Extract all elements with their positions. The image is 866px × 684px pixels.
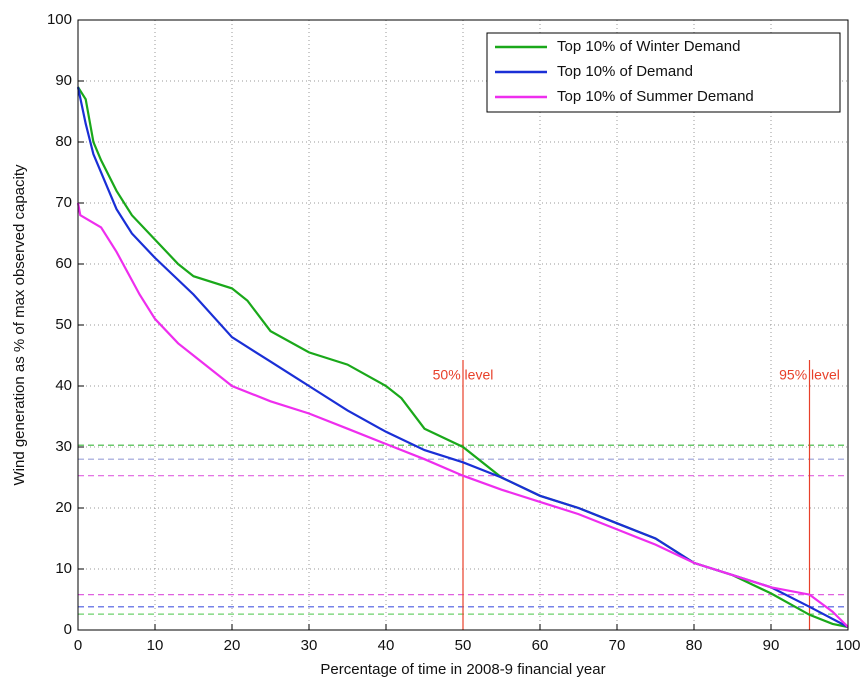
x-tick-label: 70 [609, 637, 626, 654]
x-tick-label: 0 [74, 637, 82, 654]
y-tick-label: 80 [55, 133, 72, 150]
annotation-label: 50% level [433, 367, 494, 383]
y-tick-label: 50 [55, 316, 72, 333]
legend-label: Top 10% of Summer Demand [557, 88, 754, 105]
y-tick-label: 30 [55, 438, 72, 455]
x-tick-label: 50 [455, 637, 472, 654]
plot-frame [77, 19, 849, 631]
y-tick-label: 0 [64, 621, 72, 638]
series-line [76, 202, 849, 628]
y-tick-label: 100 [47, 11, 72, 28]
legend-label: Top 10% of Demand [557, 63, 693, 80]
x-tick-label: 60 [532, 637, 549, 654]
annotation-label: 95% level [779, 367, 840, 383]
y-tick-label: 90 [55, 72, 72, 89]
x-tick-label: 80 [686, 637, 703, 654]
x-tick-label: 40 [378, 637, 395, 654]
y-tick-label: 40 [55, 377, 72, 394]
y-tick-label: 20 [55, 499, 72, 516]
legend-label: Top 10% of Winter Demand [557, 38, 740, 55]
x-axis-label: Percentage of time in 2008-9 financial y… [320, 661, 605, 678]
y-tick-label: 10 [55, 560, 72, 577]
y-tick-label: 60 [55, 255, 72, 272]
x-tick-label: 100 [835, 637, 860, 654]
x-tick-label: 20 [224, 637, 241, 654]
x-tick-label: 30 [301, 637, 318, 654]
x-tick-label: 90 [763, 637, 780, 654]
x-tick-label: 10 [147, 637, 164, 654]
y-axis-label: Wind generation as % of max observed cap… [11, 164, 28, 485]
y-tick-label: 70 [55, 194, 72, 211]
